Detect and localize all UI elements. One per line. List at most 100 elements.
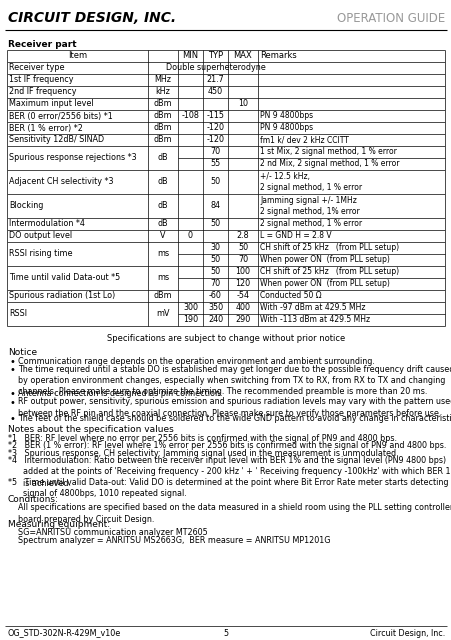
Text: dB: dB (157, 202, 168, 211)
Text: 10: 10 (238, 99, 248, 109)
Text: •: • (10, 365, 16, 375)
Text: -108: -108 (181, 111, 199, 120)
Text: Double superheterodyne: Double superheterodyne (165, 63, 265, 72)
Text: 30: 30 (210, 243, 220, 253)
Text: dB: dB (157, 220, 168, 228)
Text: 70: 70 (210, 280, 220, 289)
Text: dBm: dBm (153, 99, 172, 109)
Text: •: • (10, 357, 16, 367)
Text: Conditions:: Conditions: (8, 495, 59, 504)
Text: dB: dB (157, 154, 168, 163)
Text: dBm: dBm (153, 291, 172, 301)
Text: •: • (10, 389, 16, 399)
Text: ms: ms (156, 250, 169, 259)
Text: 1st IF frequency: 1st IF frequency (9, 76, 74, 84)
Text: Circuit Design, Inc.: Circuit Design, Inc. (369, 628, 444, 637)
Text: 50: 50 (210, 255, 220, 264)
Text: The feet of the shield case should be soldered to the wide GND pattern to avoid : The feet of the shield case should be so… (18, 413, 451, 422)
Text: 2.8: 2.8 (236, 232, 249, 241)
Text: Jamming signal +/- 1MHz
2 signal method, 1% error: Jamming signal +/- 1MHz 2 signal method,… (259, 196, 359, 216)
Text: TYP: TYP (207, 51, 223, 61)
Text: BER (1 % error) *2: BER (1 % error) *2 (9, 124, 83, 132)
Text: 300: 300 (183, 303, 198, 312)
Text: 290: 290 (235, 316, 250, 324)
Text: MIN: MIN (182, 51, 198, 61)
Text: •: • (10, 413, 16, 424)
Text: L = GND H = 2.8 V: L = GND H = 2.8 V (259, 232, 331, 241)
Text: The time required until a stable DO is established may get longer due to the pos: The time required until a stable DO is e… (18, 365, 451, 397)
Text: kHz: kHz (155, 88, 170, 97)
Text: ms: ms (156, 273, 169, 282)
Text: RF output power, sensitivity, spurious emission and spurious radiation levels ma: RF output power, sensitivity, spurious e… (18, 397, 451, 417)
Text: 5: 5 (223, 628, 228, 637)
Text: 1 st Mix, 2 signal method, 1 % error: 1 st Mix, 2 signal method, 1 % error (259, 147, 396, 157)
Text: RSSI: RSSI (9, 310, 27, 319)
Text: Receiver type: Receiver type (9, 63, 64, 72)
Text: Communication range depends on the operation environment and ambient surrounding: Communication range depends on the opera… (18, 357, 374, 366)
Text: Spectrum analyzer = ANRITSU MS2663G,  BER measure = ANRITSU MP1201G: Spectrum analyzer = ANRITSU MS2663G, BER… (18, 536, 330, 545)
Text: 50: 50 (210, 177, 220, 186)
Text: *2   BER (1 % error): RF level where 1% error per 2556 bits is confirmed with th: *2 BER (1 % error): RF level where 1% er… (8, 442, 446, 451)
Text: Spurious response rejections *3: Spurious response rejections *3 (9, 154, 136, 163)
Text: Remarks: Remarks (259, 51, 296, 61)
Text: dBm: dBm (153, 111, 172, 120)
Text: MHz: MHz (154, 76, 171, 84)
Text: V: V (160, 232, 166, 241)
Text: -120: -120 (206, 124, 224, 132)
Text: dB: dB (157, 177, 168, 186)
Text: 70: 70 (237, 255, 248, 264)
Text: All specifications are specified based on the data measured in a shield room usi: All specifications are specified based o… (18, 504, 451, 524)
Text: Receiver part: Receiver part (8, 40, 77, 49)
Text: Notes about the specification values: Notes about the specification values (8, 425, 173, 434)
Text: Measuring equipment:: Measuring equipment: (8, 520, 110, 529)
Text: DO output level: DO output level (9, 232, 72, 241)
Text: mV: mV (156, 310, 170, 319)
Text: 400: 400 (235, 303, 250, 312)
Text: When power ON  (from PLL setup): When power ON (from PLL setup) (259, 255, 389, 264)
Text: *1   BER: RF level where no error per 2556 bits is confirmed with the signal of : *1 BER: RF level where no error per 2556… (8, 434, 396, 443)
Text: BER (0 error/2556 bits) *1: BER (0 error/2556 bits) *1 (9, 111, 112, 120)
Text: MAX: MAX (233, 51, 252, 61)
Text: SG=ANRITSU communication analyzer MT2605: SG=ANRITSU communication analyzer MT2605 (18, 529, 207, 538)
Text: OPERATION GUIDE: OPERATION GUIDE (336, 12, 444, 24)
Text: +/- 12.5 kHz,
2 signal method, 1 % error: +/- 12.5 kHz, 2 signal method, 1 % error (259, 172, 361, 192)
Text: Time until valid Data-out *5: Time until valid Data-out *5 (9, 273, 120, 282)
Text: -115: -115 (206, 111, 224, 120)
Text: 120: 120 (235, 280, 250, 289)
Text: 450: 450 (207, 88, 223, 97)
Text: PN 9 4800bps: PN 9 4800bps (259, 124, 313, 132)
Text: 84: 84 (210, 202, 220, 211)
Text: *5   Time until valid Data-out: Valid DO is determined at the point where Bit Er: *5 Time until valid Data-out: Valid DO i… (8, 478, 451, 498)
Text: -120: -120 (206, 136, 224, 145)
Text: Blocking: Blocking (9, 202, 43, 211)
Text: Conducted 50 Ω: Conducted 50 Ω (259, 291, 321, 301)
Text: Sensitivity 12dB/ SINAD: Sensitivity 12dB/ SINAD (9, 136, 104, 145)
Text: 100: 100 (235, 268, 250, 276)
Text: 190: 190 (183, 316, 198, 324)
Text: Notice: Notice (8, 348, 37, 357)
Text: Intermodulation *4: Intermodulation *4 (9, 220, 85, 228)
Text: 50: 50 (210, 220, 220, 228)
Text: CH shift of 25 kHz   (from PLL setup): CH shift of 25 kHz (from PLL setup) (259, 268, 398, 276)
Text: •: • (10, 397, 16, 408)
Text: 21.7: 21.7 (206, 76, 224, 84)
Text: 240: 240 (207, 316, 223, 324)
Text: RSSI rising time: RSSI rising time (9, 250, 72, 259)
Text: -54: -54 (236, 291, 249, 301)
Text: OG_STD-302N-R-429M_v10e: OG_STD-302N-R-429M_v10e (8, 628, 121, 637)
Text: When power ON  (from PLL setup): When power ON (from PLL setup) (259, 280, 389, 289)
Text: 2 nd Mix, 2 signal method, 1 % error: 2 nd Mix, 2 signal method, 1 % error (259, 159, 399, 168)
Text: CH shift of 25 kHz   (from PLL setup): CH shift of 25 kHz (from PLL setup) (259, 243, 398, 253)
Text: dBm: dBm (153, 124, 172, 132)
Text: 70: 70 (210, 147, 220, 157)
Text: -60: -60 (209, 291, 221, 301)
Text: 0: 0 (188, 232, 193, 241)
Text: Specifications are subject to change without prior notice: Specifications are subject to change wit… (106, 334, 345, 343)
Text: fm1 k/ dev 2 kHz CCITT: fm1 k/ dev 2 kHz CCITT (259, 136, 348, 145)
Text: 2nd IF frequency: 2nd IF frequency (9, 88, 76, 97)
Text: Maximum input level: Maximum input level (9, 99, 93, 109)
Text: *3   Spurious response, CH selectivity: Jamming signal used in the measurement i: *3 Spurious response, CH selectivity: Ja… (8, 449, 398, 458)
Text: Adjacent CH selectivity *3: Adjacent CH selectivity *3 (9, 177, 113, 186)
Text: With -97 dBm at 429.5 MHz: With -97 dBm at 429.5 MHz (259, 303, 365, 312)
Text: 50: 50 (210, 268, 220, 276)
